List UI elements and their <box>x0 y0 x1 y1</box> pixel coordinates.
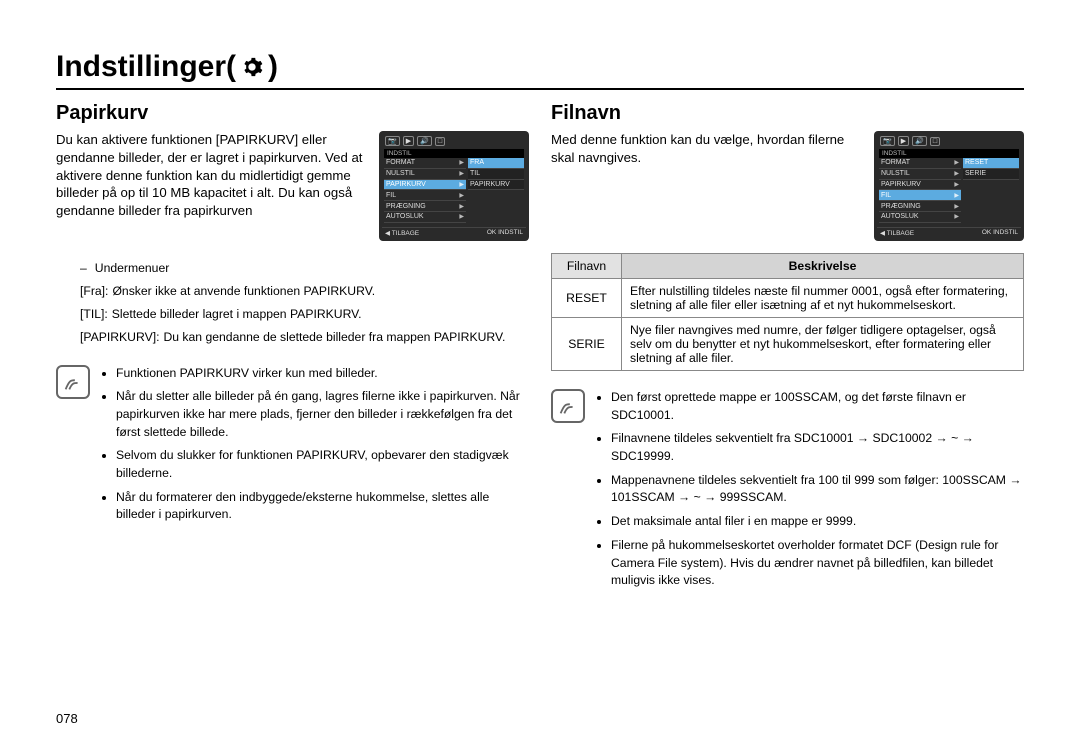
left-heading: Papirkurv <box>56 102 529 125</box>
lcd-row-selected: FIL▶ <box>879 190 961 201</box>
camera-lcd-left: 📷 ▶ 🔊 □ INDSTIL FORMAT▶ NULSTIL▶ PAPIRKU… <box>379 131 529 241</box>
camera-lcd-right: 📷 ▶ 🔊 □ INDSTIL FORMAT▶ NULSTIL▶ PAPIRKU… <box>874 131 1024 241</box>
note-item: Filerne på hukommelseskortet overholder … <box>611 537 1024 590</box>
lcd-subrow: SERIE <box>963 169 1019 180</box>
table-row-val: Nye filer navngives med numre, der følge… <box>622 318 1024 371</box>
def-key: [TIL]: <box>80 305 108 324</box>
table-col1-header: Filnavn <box>552 254 622 279</box>
def-val: Slettede billeder lagret i mappen PAPIRK… <box>112 305 362 324</box>
lcd-subrow-selected: FRA <box>468 158 524 169</box>
left-intro: Du kan aktivere funktionen [PAPIRKURV] e… <box>56 131 369 220</box>
note-item: Når du formaterer den indbyggede/ekstern… <box>116 489 529 524</box>
table-row-key: RESET <box>552 279 622 318</box>
lcd-row: PRÆGNING▶ <box>384 201 466 212</box>
screen-icon: □ <box>930 137 940 146</box>
lcd-subrow-selected: RESET <box>963 158 1019 169</box>
play-icon: ▶ <box>403 136 414 146</box>
lcd-row: PRÆGNING▶ <box>879 201 961 212</box>
lcd-row: FORMAT▶ <box>384 158 466 169</box>
screen-icon: □ <box>435 137 445 146</box>
lcd-row-selected: PAPIRKURV▶ <box>384 180 466 191</box>
title-suffix: ) <box>268 50 278 84</box>
page-number: 078 <box>56 711 78 726</box>
lcd-back: ◀ TILBAGE <box>385 229 419 237</box>
note-item: Det maksimale antal filer i en mappe er … <box>611 513 1024 531</box>
left-column: Papirkurv Du kan aktivere funktionen [PA… <box>56 102 529 596</box>
def-key: [Fra]: <box>80 282 108 301</box>
left-submenu-defs: –Undermenuer [Fra]:Ønsker ikke at anvend… <box>80 259 529 347</box>
table-row-val: Efter nulstilling tildeles næste fil num… <box>622 279 1024 318</box>
title-text: Indstillinger( <box>56 50 236 84</box>
table-col2-header: Beskrivelse <box>622 254 1024 279</box>
sound-icon: 🔊 <box>417 136 432 146</box>
def-key: [PAPIRKURV]: <box>80 328 159 347</box>
note-item: Når du sletter alle billeder på én gang,… <box>116 388 529 441</box>
lcd-topbar: 📷 ▶ 🔊 □ <box>382 134 526 149</box>
note-icon <box>56 365 90 399</box>
lcd-row: AUTOSLUK▶ <box>879 212 961 223</box>
def-val: Du kan gendanne de slettede billeder fra… <box>163 328 505 347</box>
lcd-main-list: FORMAT▶ NULSTIL▶ PAPIRKURV▶ FIL▶ PRÆGNIN… <box>879 158 961 227</box>
gear-icon <box>240 55 264 79</box>
left-note-box: Funktionen PAPIRKURV virker kun med bill… <box>56 365 529 531</box>
note-icon <box>551 389 585 423</box>
lcd-row: NULSTIL▶ <box>384 169 466 180</box>
lcd-main-list: FORMAT▶ NULSTIL▶ PAPIRKURV▶ FIL▶ PRÆGNIN… <box>384 158 466 227</box>
lcd-row: AUTOSLUK▶ <box>384 212 466 223</box>
lcd-subrow: TIL <box>468 169 524 180</box>
play-icon: ▶ <box>898 136 909 146</box>
submenu-label: Undermenuer <box>95 259 170 278</box>
lcd-row: PAPIRKURV▶ <box>879 180 961 191</box>
note-item: Filnavnene tildeles sekventielt fra SDC1… <box>611 430 1024 465</box>
lcd-row: FIL▶ <box>384 190 466 201</box>
right-intro: Med denne funktion kan du vælge, hvordan… <box>551 131 864 167</box>
note-item: Selvom du slukker for funktionen PAPIRKU… <box>116 447 529 482</box>
filnavn-table: Filnavn Beskrivelse RESET Efter nulstill… <box>551 253 1024 371</box>
lcd-ok: OK INDSTIL <box>982 229 1018 237</box>
note-item: Mappenavnene tildeles sekventielt fra 10… <box>611 472 1024 507</box>
lcd-row: FORMAT▶ <box>879 158 961 169</box>
lcd-row: NULSTIL▶ <box>879 169 961 180</box>
lcd-tab: INDSTIL <box>879 149 1019 158</box>
lcd-tab: INDSTIL <box>384 149 524 158</box>
table-row-key: SERIE <box>552 318 622 371</box>
note-item: Funktionen PAPIRKURV virker kun med bill… <box>116 365 529 383</box>
page-title: Indstillinger( ) <box>56 50 1024 90</box>
lcd-ok: OK INDSTIL <box>487 229 523 237</box>
sound-icon: 🔊 <box>912 136 927 146</box>
camera-icon: 📷 <box>385 136 400 146</box>
note-item: Den først oprettede mappe er 100SSCAM, o… <box>611 389 1024 424</box>
right-column: Filnavn Med denne funktion kan du vælge,… <box>551 102 1024 596</box>
lcd-sub-list: RESET SERIE <box>963 158 1019 227</box>
right-note-box: Den først oprettede mappe er 100SSCAM, o… <box>551 389 1024 596</box>
lcd-back: ◀ TILBAGE <box>880 229 914 237</box>
def-val: Ønsker ikke at anvende funktionen PAPIRK… <box>112 282 375 301</box>
lcd-subrow: PAPIRKURV <box>468 180 524 191</box>
lcd-topbar: 📷 ▶ 🔊 □ <box>877 134 1021 149</box>
lcd-sub-list: FRA TIL PAPIRKURV <box>468 158 524 227</box>
right-heading: Filnavn <box>551 102 1024 125</box>
camera-icon: 📷 <box>880 136 895 146</box>
